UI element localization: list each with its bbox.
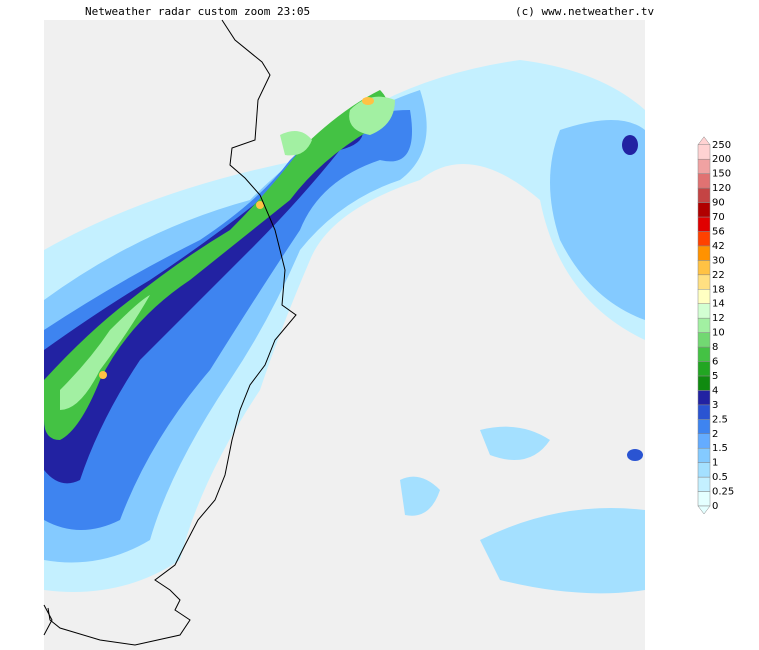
colorbar-label: 90 — [712, 198, 725, 209]
colorbar-swatch — [697, 202, 711, 218]
colorbar: 00.250.511.522.5345681012141822304256709… — [697, 136, 734, 515]
colorbar-swatch — [697, 289, 711, 304]
map-title: Netweather radar custom zoom 23:05 — [85, 5, 310, 18]
colorbar-label: 0 — [712, 501, 718, 512]
echo-core — [362, 97, 374, 105]
colorbar-label: 5 — [712, 371, 718, 382]
echo-light — [400, 476, 440, 516]
echo-intense — [622, 135, 638, 155]
echo-light-green — [280, 131, 312, 156]
colorbar-swatch — [697, 303, 711, 319]
colorbar-label: 14 — [712, 299, 725, 310]
colorbar-label: 2 — [712, 429, 718, 440]
colorbar-label: 120 — [712, 183, 731, 194]
colorbar-swatch — [697, 332, 711, 348]
colorbar-swatch — [697, 158, 711, 174]
colorbar-label: 6 — [712, 357, 718, 368]
colorbar-label: 70 — [712, 212, 725, 223]
colorbar-swatch — [697, 216, 711, 232]
colorbar-swatch — [697, 245, 711, 261]
colorbar-swatch — [697, 173, 711, 189]
colorbar-swatch — [697, 476, 711, 492]
colorbar-label: 30 — [712, 255, 725, 266]
coastline — [43, 604, 53, 636]
colorbar-swatch — [697, 390, 711, 406]
colorbar-label: 8 — [712, 342, 718, 353]
echo-light-green — [60, 295, 150, 410]
colorbar-label: 0.5 — [712, 472, 728, 483]
echo-heavy — [627, 449, 643, 461]
echo-moderate — [550, 120, 645, 320]
colorbar-label: 0.25 — [712, 487, 734, 498]
colorbar-label: 22 — [712, 270, 725, 281]
echo-light-green — [349, 96, 395, 135]
map-area — [43, 19, 645, 650]
colorbar-label: 42 — [712, 241, 725, 252]
copyright: (c) www.netweather.tv — [515, 5, 654, 18]
colorbar-label: 3 — [712, 400, 718, 411]
colorbar-swatch — [697, 144, 711, 160]
echo-green — [44, 90, 388, 440]
colorbar-swatch — [697, 317, 711, 333]
colorbar-swatch — [697, 274, 711, 290]
colorbar-cap — [697, 136, 711, 145]
echo-core — [99, 371, 107, 379]
radar-echoes — [44, 60, 645, 594]
colorbar-label: 250 — [712, 140, 731, 151]
colorbar-swatch — [697, 346, 711, 362]
echo-light — [44, 60, 645, 592]
colorbar-swatch — [697, 187, 711, 203]
colorbar-label: 1.5 — [712, 443, 728, 454]
colorbar-swatch — [697, 462, 711, 478]
colorbar-swatch — [697, 260, 711, 276]
colorbar-label: 56 — [712, 226, 725, 237]
colorbar-label: 18 — [712, 284, 725, 295]
echo-core — [256, 201, 264, 209]
colorbar-label: 10 — [712, 328, 725, 339]
echo-heavy — [44, 110, 412, 530]
colorbar-label: 200 — [712, 154, 731, 165]
colorbar-swatch — [697, 433, 711, 449]
colorbar-swatch — [697, 447, 711, 463]
echo-light — [480, 508, 645, 594]
colorbar-label: 12 — [712, 313, 725, 324]
colorbar-label: 150 — [712, 169, 731, 180]
colorbar-label: 1 — [712, 458, 718, 469]
colorbar-label: 4 — [712, 385, 718, 396]
colorbar-swatch — [697, 375, 711, 391]
coastline — [47, 19, 297, 646]
echo-light — [480, 426, 550, 460]
colorbar-swatch — [697, 419, 711, 434]
colorbar-swatch — [697, 491, 711, 507]
colorbar-swatch — [697, 404, 711, 420]
colorbar-label: 2.5 — [712, 414, 728, 425]
colorbar-swatch — [697, 361, 711, 377]
colorbar-swatch — [697, 231, 711, 247]
colorbar-cap — [697, 505, 711, 515]
